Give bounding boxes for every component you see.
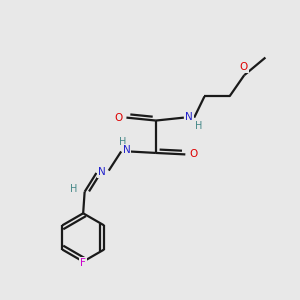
Text: N: N (98, 167, 105, 177)
Text: O: O (114, 112, 122, 123)
Text: O: O (190, 149, 198, 159)
Text: N: N (123, 145, 130, 155)
Text: H: H (70, 184, 77, 194)
Text: H: H (119, 137, 127, 147)
Text: O: O (239, 62, 248, 72)
Text: F: F (80, 258, 86, 268)
Text: N: N (185, 112, 193, 122)
Text: H: H (195, 121, 202, 131)
